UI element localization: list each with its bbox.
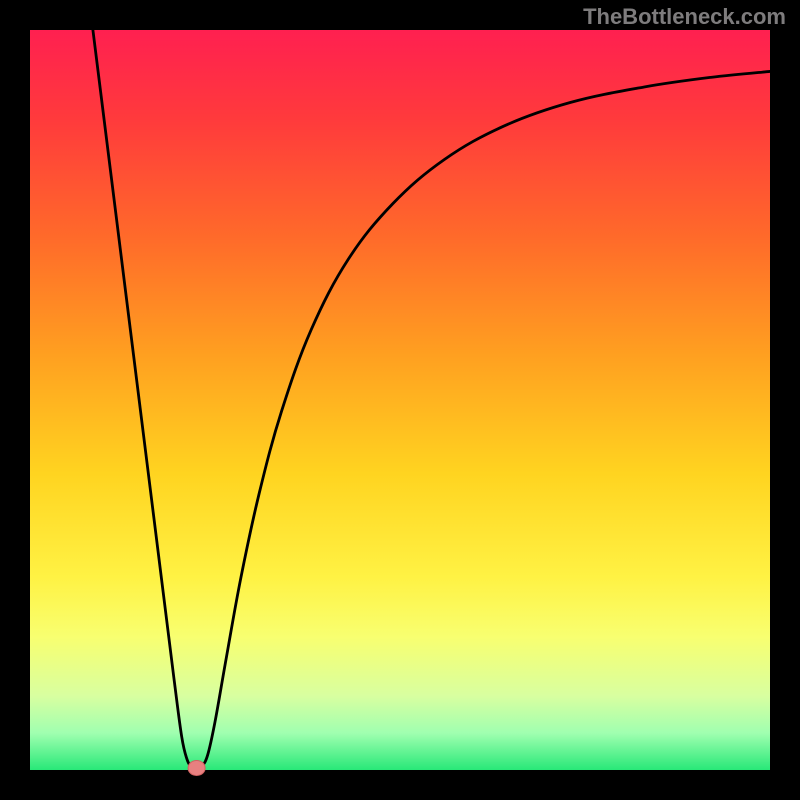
minimum-point-marker <box>187 760 206 776</box>
plot-area <box>30 30 770 770</box>
bottleneck-curve <box>30 30 770 770</box>
curve-path <box>93 30 770 768</box>
chart-container: TheBottleneck.com <box>0 0 800 800</box>
watermark-text: TheBottleneck.com <box>583 4 786 30</box>
